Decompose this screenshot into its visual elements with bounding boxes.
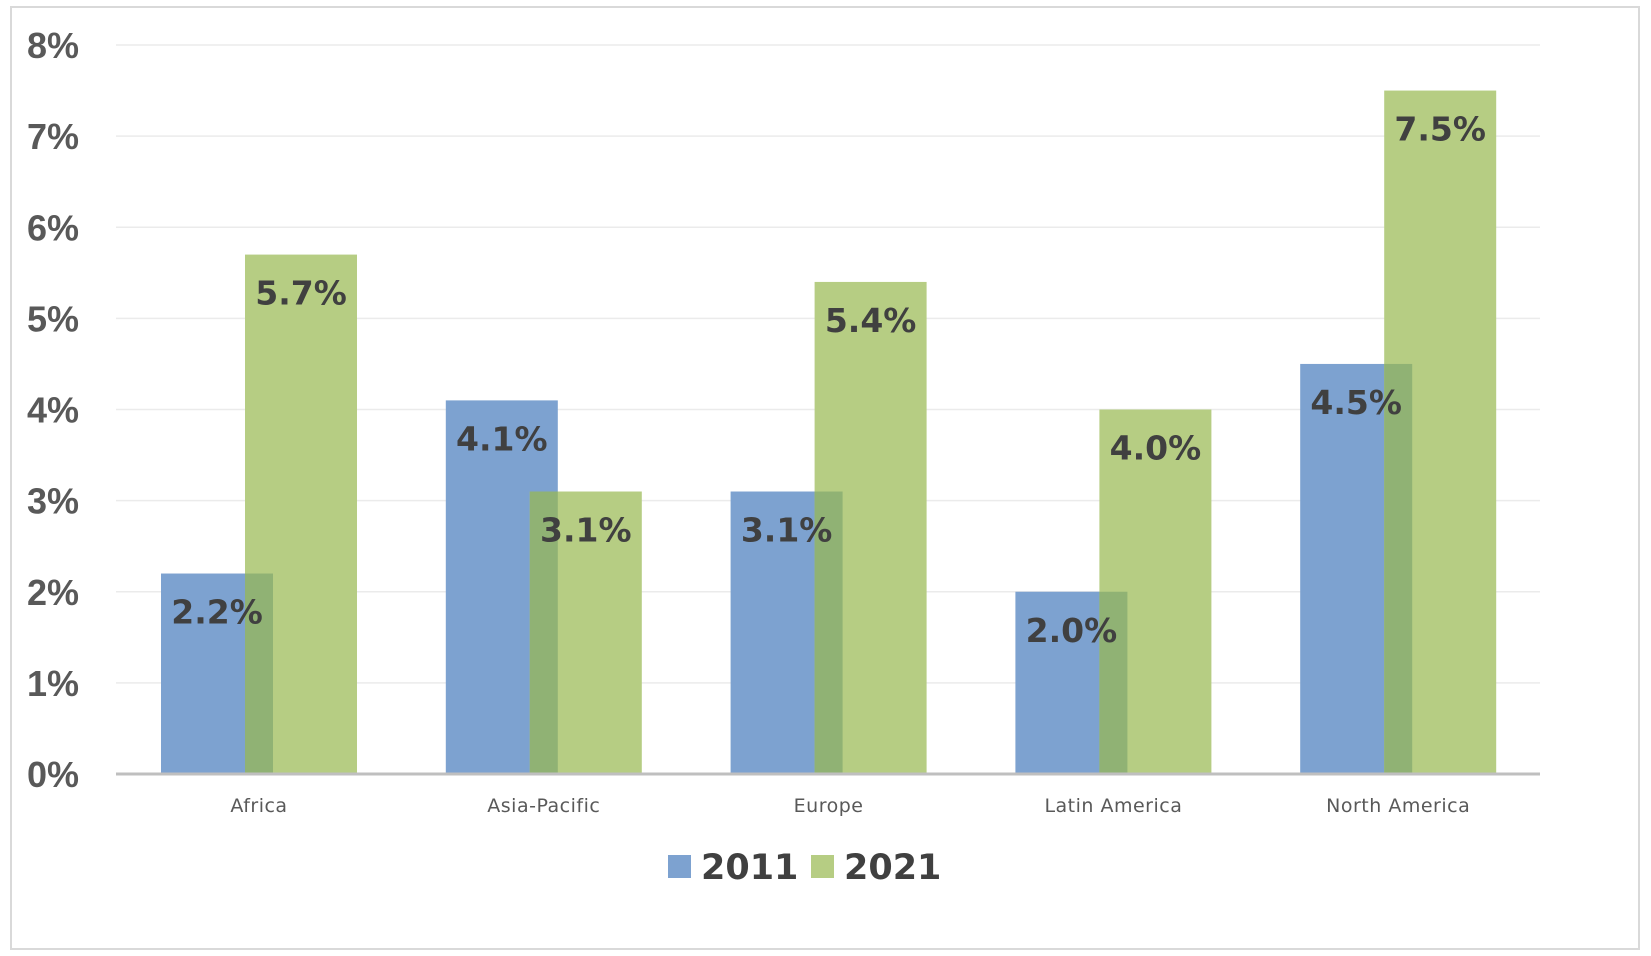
data-label-2021: 7.5% [1394, 110, 1486, 149]
bar-overlap [814, 491, 843, 774]
data-label-2021: 5.7% [255, 274, 347, 313]
category-label: Latin America [1044, 795, 1182, 817]
legend-swatch-2011 [668, 855, 691, 878]
y-tick-label: 0% [27, 754, 79, 795]
data-label-2011: 4.1% [456, 419, 548, 458]
data-label-2021: 3.1% [540, 511, 632, 550]
data-label-2011: 2.0% [1026, 611, 1118, 650]
y-tick-label: 8% [27, 25, 79, 66]
chart-frame: 0% 1% 2% 3% 4% 5% 6% 7% 8% Africa Asia-Pacific Eur… [10, 6, 1640, 950]
y-tick-label: 2% [27, 572, 79, 613]
legend-swatch-2021 [811, 855, 834, 878]
data-label-2011: 4.5% [1310, 383, 1402, 422]
bar-overlap [1384, 363, 1413, 774]
data-label-2021: 4.0% [1110, 429, 1202, 468]
legend: 2011 2021 [668, 848, 941, 888]
legend-label-2021: 2021 [844, 848, 941, 888]
category-label: Europe [794, 795, 864, 817]
bar-chart: 0% 1% 2% 3% 4% 5% 6% 7% 8% Africa Asia-Pacific Eur… [27, 25, 1540, 888]
y-tick-label: 5% [27, 298, 79, 339]
bar-overlap [1099, 591, 1128, 774]
data-label-2011: 2.2% [171, 593, 263, 632]
category-labels: Africa Asia-Pacific Europe Latin America Nor… [230, 795, 1470, 817]
bars [161, 90, 1497, 774]
data-labels: 2.2% 5.7% 4.1% 3.1% 3.1% 5.4% 2.0% 4.0% 4.5% 7.5% [171, 110, 1486, 650]
bar-overlap [245, 573, 273, 774]
y-tick-label: 4% [27, 390, 79, 431]
y-axis-ticks: 0% 1% 2% 3% 4% 5% 6% 7% 8% [27, 25, 79, 795]
y-tick-label: 1% [27, 663, 79, 704]
y-tick-label: 6% [27, 207, 79, 248]
data-label-2011: 3.1% [741, 511, 833, 550]
y-tick-label: 3% [27, 481, 79, 522]
category-label: Asia-Pacific [487, 795, 600, 817]
data-label-2021: 5.4% [825, 301, 917, 340]
bar-overlap [529, 491, 558, 774]
y-tick-label: 7% [27, 116, 79, 157]
category-label: North America [1326, 795, 1470, 817]
category-label: Africa [230, 795, 287, 817]
legend-label-2011: 2011 [701, 848, 798, 888]
